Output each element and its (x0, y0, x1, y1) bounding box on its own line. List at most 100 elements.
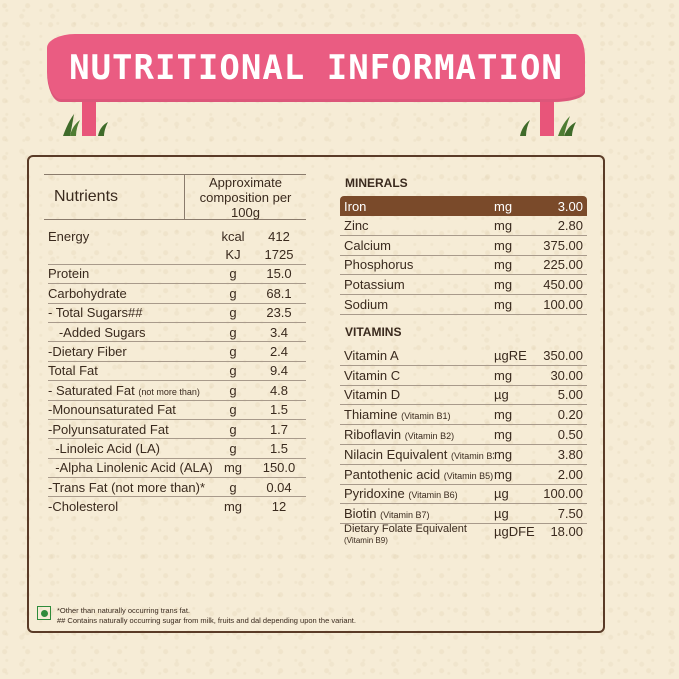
nutrient-unit: kcal (221, 228, 245, 244)
nutrient-name-text: Energy (48, 228, 90, 244)
table-row: Dietary Folate Equivalent (Vitamin B9) µgD… (340, 524, 587, 552)
vitamin-value: 350.00 (543, 347, 583, 363)
nutrient-value: 150.0 (262, 460, 296, 476)
nutrient-name: -Dietary Fiber (48, 344, 214, 359)
nutrient-value: 12 (271, 499, 287, 515)
nutrient-name: -Monounsaturated Fat (48, 402, 214, 417)
nutrient-unit: g (229, 421, 237, 437)
table-row: -Polyunsaturated Fat g 1.7 (48, 420, 306, 440)
vitamin-note: (Vitamin B2) (404, 431, 455, 442)
nutrient-unit: g (229, 305, 237, 321)
mineral-value: 3.00 (557, 198, 583, 214)
table-row: Vitamin C mg 30.00 (340, 366, 587, 386)
nutrient-name-text: Total Fat (48, 363, 98, 379)
vitamin-value: 7.50 (557, 506, 583, 522)
nutrient-unit: g (229, 344, 237, 360)
mineral-unit: mg (494, 237, 513, 253)
nutrient-name-text: - Saturated Fat (48, 382, 135, 398)
nutrient-name: -Cholesterol (48, 499, 214, 514)
vitamins-heading: VITAMINS (345, 325, 402, 339)
vitamin-name: Nilacin Equivalent (Vitamin B3) (344, 447, 494, 462)
table-row: -Linoleic Acid (LA) g 1.5 (48, 439, 306, 459)
vitamin-name: Riboflavin (Vitamin B2) (344, 427, 494, 442)
vitamin-unit: mg (494, 407, 513, 423)
table-row: Potassium mg 450.00 (340, 275, 587, 296)
nutrient-name-text: Protein (48, 266, 90, 282)
table-row: Biotin (Vitamin B7) µg 7.50 (340, 504, 587, 525)
vitamin-name: Vitamin A (344, 348, 494, 363)
nutrient-name: Carbohydrate (48, 286, 214, 301)
vitamin-value: 0.20 (557, 407, 583, 423)
vitamin-note: (Vitamin B9) (344, 536, 388, 546)
nutrient-name: -Polyunsaturated Fat (48, 422, 214, 437)
nutrient-value: 1725 (264, 247, 294, 263)
table-row: Riboflavin (Vitamin B2) mg 0.50 (340, 425, 587, 445)
table-row: -Monounsaturated Fat g 1.5 (48, 401, 306, 420)
nutrient-name: -Linoleic Acid (LA) (48, 441, 214, 456)
vitamin-name: Dietary Folate Equivalent (Vitamin B9) (344, 524, 494, 546)
vitamin-name-text: Vitamin D (344, 387, 401, 403)
nutrient-value: 9.4 (269, 363, 289, 379)
vitamin-name-text: Pantothenic acid (344, 466, 441, 482)
table-row: Protein g 15.0 (48, 265, 306, 285)
table-row: - Total Sugars## g 23.5 (48, 304, 306, 323)
nutrients-table: Nutrients Approximate composition per 10… (44, 174, 306, 516)
nutrient-value: 1.7 (269, 421, 289, 437)
mineral-unit: mg (494, 217, 513, 233)
nutrient-unit: g (229, 382, 237, 398)
vitamin-value: 0.50 (557, 427, 583, 443)
vitamin-name-text: Biotin (344, 506, 377, 522)
nutrient-name-text: -Dietary Fiber (48, 344, 127, 360)
nutrient-name: Protein (48, 266, 214, 281)
mineral-name: Zinc (344, 217, 369, 233)
vitamin-unit: µg (494, 506, 509, 522)
table-row: - Saturated Fat (not more than) g 4.8 (48, 381, 306, 401)
vitamin-value: 5.00 (557, 387, 583, 403)
vitamin-name: Vitamin D (344, 387, 494, 402)
banner-post-right (540, 100, 554, 136)
nutrient-unit: mg (223, 460, 243, 476)
nutrient-name-text: -Cholesterol (48, 499, 119, 515)
table-row: Carbohydrate g 68.1 (48, 284, 306, 304)
vitamin-unit: µg (494, 486, 509, 502)
vitamin-value: 100.00 (543, 486, 583, 502)
veg-mark-icon (37, 606, 51, 620)
vitamin-name-text: Vitamin C (344, 367, 401, 383)
vitamin-name-text: Thiamine (344, 407, 398, 423)
nutrient-name-text: -Linoleic Acid (LA) (48, 440, 160, 456)
vitamin-name: Vitamin C (344, 368, 494, 383)
mineral-value: 375.00 (543, 237, 583, 253)
mineral-unit: mg (494, 198, 513, 214)
nutrient-name-text: -Trans Fat (not more than)* (48, 479, 206, 495)
table-row: Zinc mg 2.80 (340, 216, 587, 236)
mineral-value: 100.00 (543, 297, 583, 313)
nutrient-name: -Trans Fat (not more than)* (48, 480, 214, 495)
vitamin-name: Pantothenic acid (Vitamin B5) (344, 467, 494, 482)
vitamin-note: (Vitamin B5) (443, 470, 494, 481)
mineral-name: Calcium (344, 237, 391, 253)
mineral-name: Iron (344, 198, 367, 214)
vitamin-name-text: Vitamin A (344, 347, 399, 363)
footnote-trans-fat: *Other than naturally occurring trans fa… (57, 606, 190, 615)
nutrient-unit: g (229, 266, 237, 282)
table-row: Energy kcal 412 (48, 227, 306, 245)
nutrient-unit: g (229, 324, 237, 340)
vitamin-name: Thiamine (Vitamin B1) (344, 407, 494, 422)
vitamin-value: 18.00 (550, 524, 583, 540)
table-row: Calcium mg 375.00 (340, 236, 587, 256)
nutrient-name-text: -Monounsaturated Fat (48, 402, 176, 418)
nutrient-value: 3.4 (269, 324, 289, 340)
minerals-heading: MINERALS (345, 176, 408, 190)
nutrient-name: -Alpha Linolenic Acid (ALA) (48, 460, 214, 475)
grass-right-icon (520, 116, 576, 136)
table-row: Total Fat g 9.4 (48, 362, 306, 382)
nutrients-rows: Energy kcal 412 KJ 1725 Protein g 15.0 Carbohydr… (44, 227, 306, 516)
vitamin-name: Biotin (Vitamin B7) (344, 506, 494, 521)
nutrient-value: 2.4 (269, 344, 289, 360)
grass-left-icon (63, 114, 108, 136)
nutrient-name: -Added Sugars (48, 325, 214, 340)
vitamin-value: 30.00 (550, 367, 583, 383)
nutrient-value: 23.5 (266, 305, 292, 321)
vitamin-name-text: Dietary Folate Equivalent (344, 524, 467, 536)
vitamin-unit: µg (494, 387, 509, 403)
